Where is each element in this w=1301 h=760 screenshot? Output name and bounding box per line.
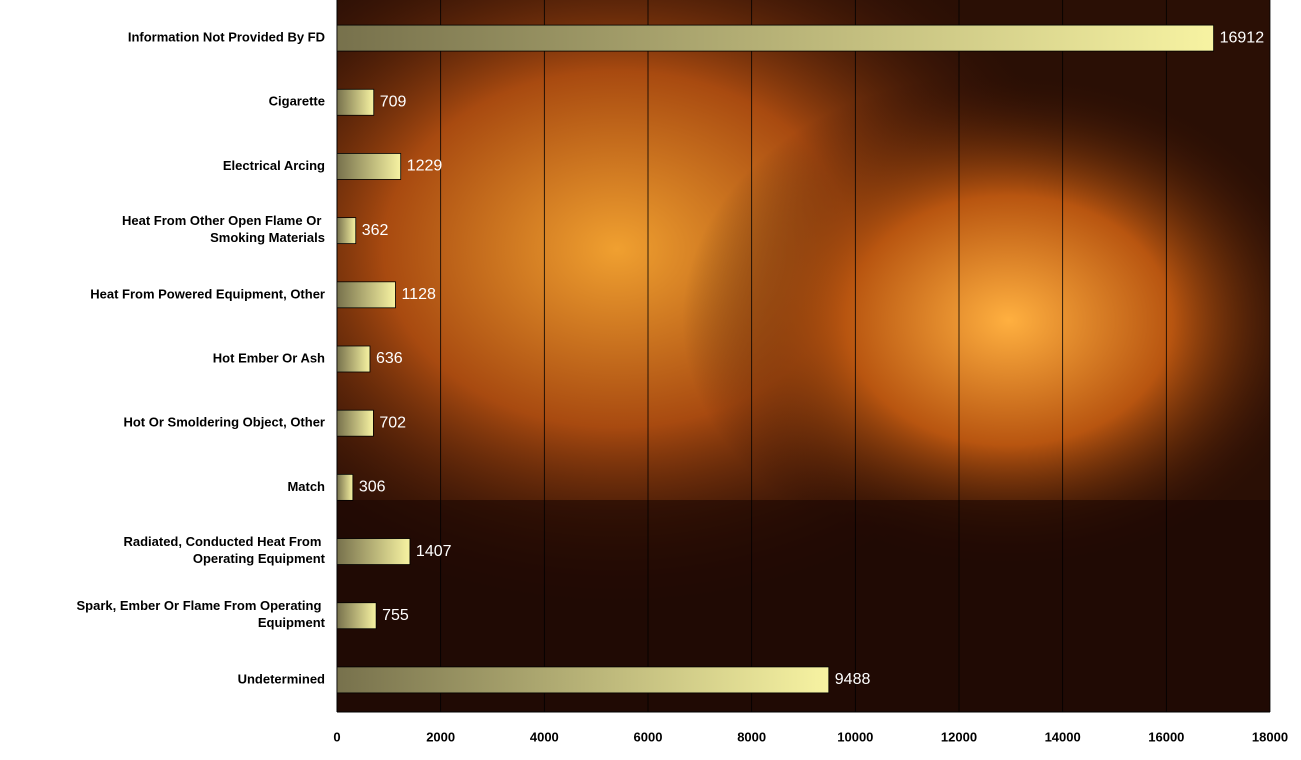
x-tick-label: 10000 — [837, 729, 873, 744]
y-tick-label: Information Not Provided By FD — [128, 30, 325, 45]
bar — [336, 153, 402, 180]
y-tick-label: Electrical Arcing — [223, 158, 325, 173]
x-tick-label: 2000 — [426, 729, 455, 744]
bar — [336, 666, 830, 694]
bar — [336, 409, 374, 437]
background-photo — [337, 0, 1270, 712]
x-tick-label: 8000 — [737, 729, 766, 744]
y-tick-label: Hot Ember Or Ash — [213, 350, 325, 365]
value-label: 9488 — [835, 671, 871, 688]
bar — [336, 345, 371, 373]
bar — [336, 281, 396, 309]
x-tick-label: 0 — [333, 729, 340, 744]
x-tick-label: 16000 — [1148, 729, 1184, 744]
y-tick-label: Match — [287, 479, 325, 494]
y-tick-label: Cigarette — [269, 94, 325, 109]
y-tick-label: Radiated, Conducted Heat From Operating … — [123, 534, 325, 566]
value-label: 1407 — [416, 543, 452, 560]
y-tick-label: Heat From Powered Equipment, Other — [90, 286, 325, 301]
value-label: 306 — [359, 479, 386, 496]
value-label: 755 — [382, 607, 409, 624]
bar — [336, 602, 377, 630]
value-label: 636 — [376, 350, 403, 367]
y-tick-label: Hot Or Smoldering Object, Other — [123, 415, 325, 430]
bar — [336, 538, 411, 565]
bar — [336, 88, 375, 116]
x-tick-label: 14000 — [1045, 729, 1081, 744]
value-label: 1229 — [407, 158, 443, 175]
value-label: 709 — [380, 93, 407, 110]
value-label: 702 — [379, 414, 406, 431]
y-tick-label: Heat From Other Open Flame Or Smoking Ma… — [122, 214, 325, 246]
x-tick-label: 4000 — [530, 729, 559, 744]
y-tick-label: Undetermined — [238, 671, 325, 686]
x-tick-label: 12000 — [941, 729, 977, 744]
value-label: 1128 — [401, 286, 436, 303]
value-label: 16912 — [1220, 29, 1265, 46]
y-tick-label: Spark, Ember Or Flame From Operating Equ… — [76, 599, 325, 631]
bar — [336, 217, 357, 245]
x-tick-label: 6000 — [634, 729, 663, 744]
x-tick-label: 18000 — [1252, 729, 1288, 744]
value-label: 362 — [362, 222, 389, 239]
bar — [336, 473, 354, 501]
bar — [336, 24, 1215, 52]
